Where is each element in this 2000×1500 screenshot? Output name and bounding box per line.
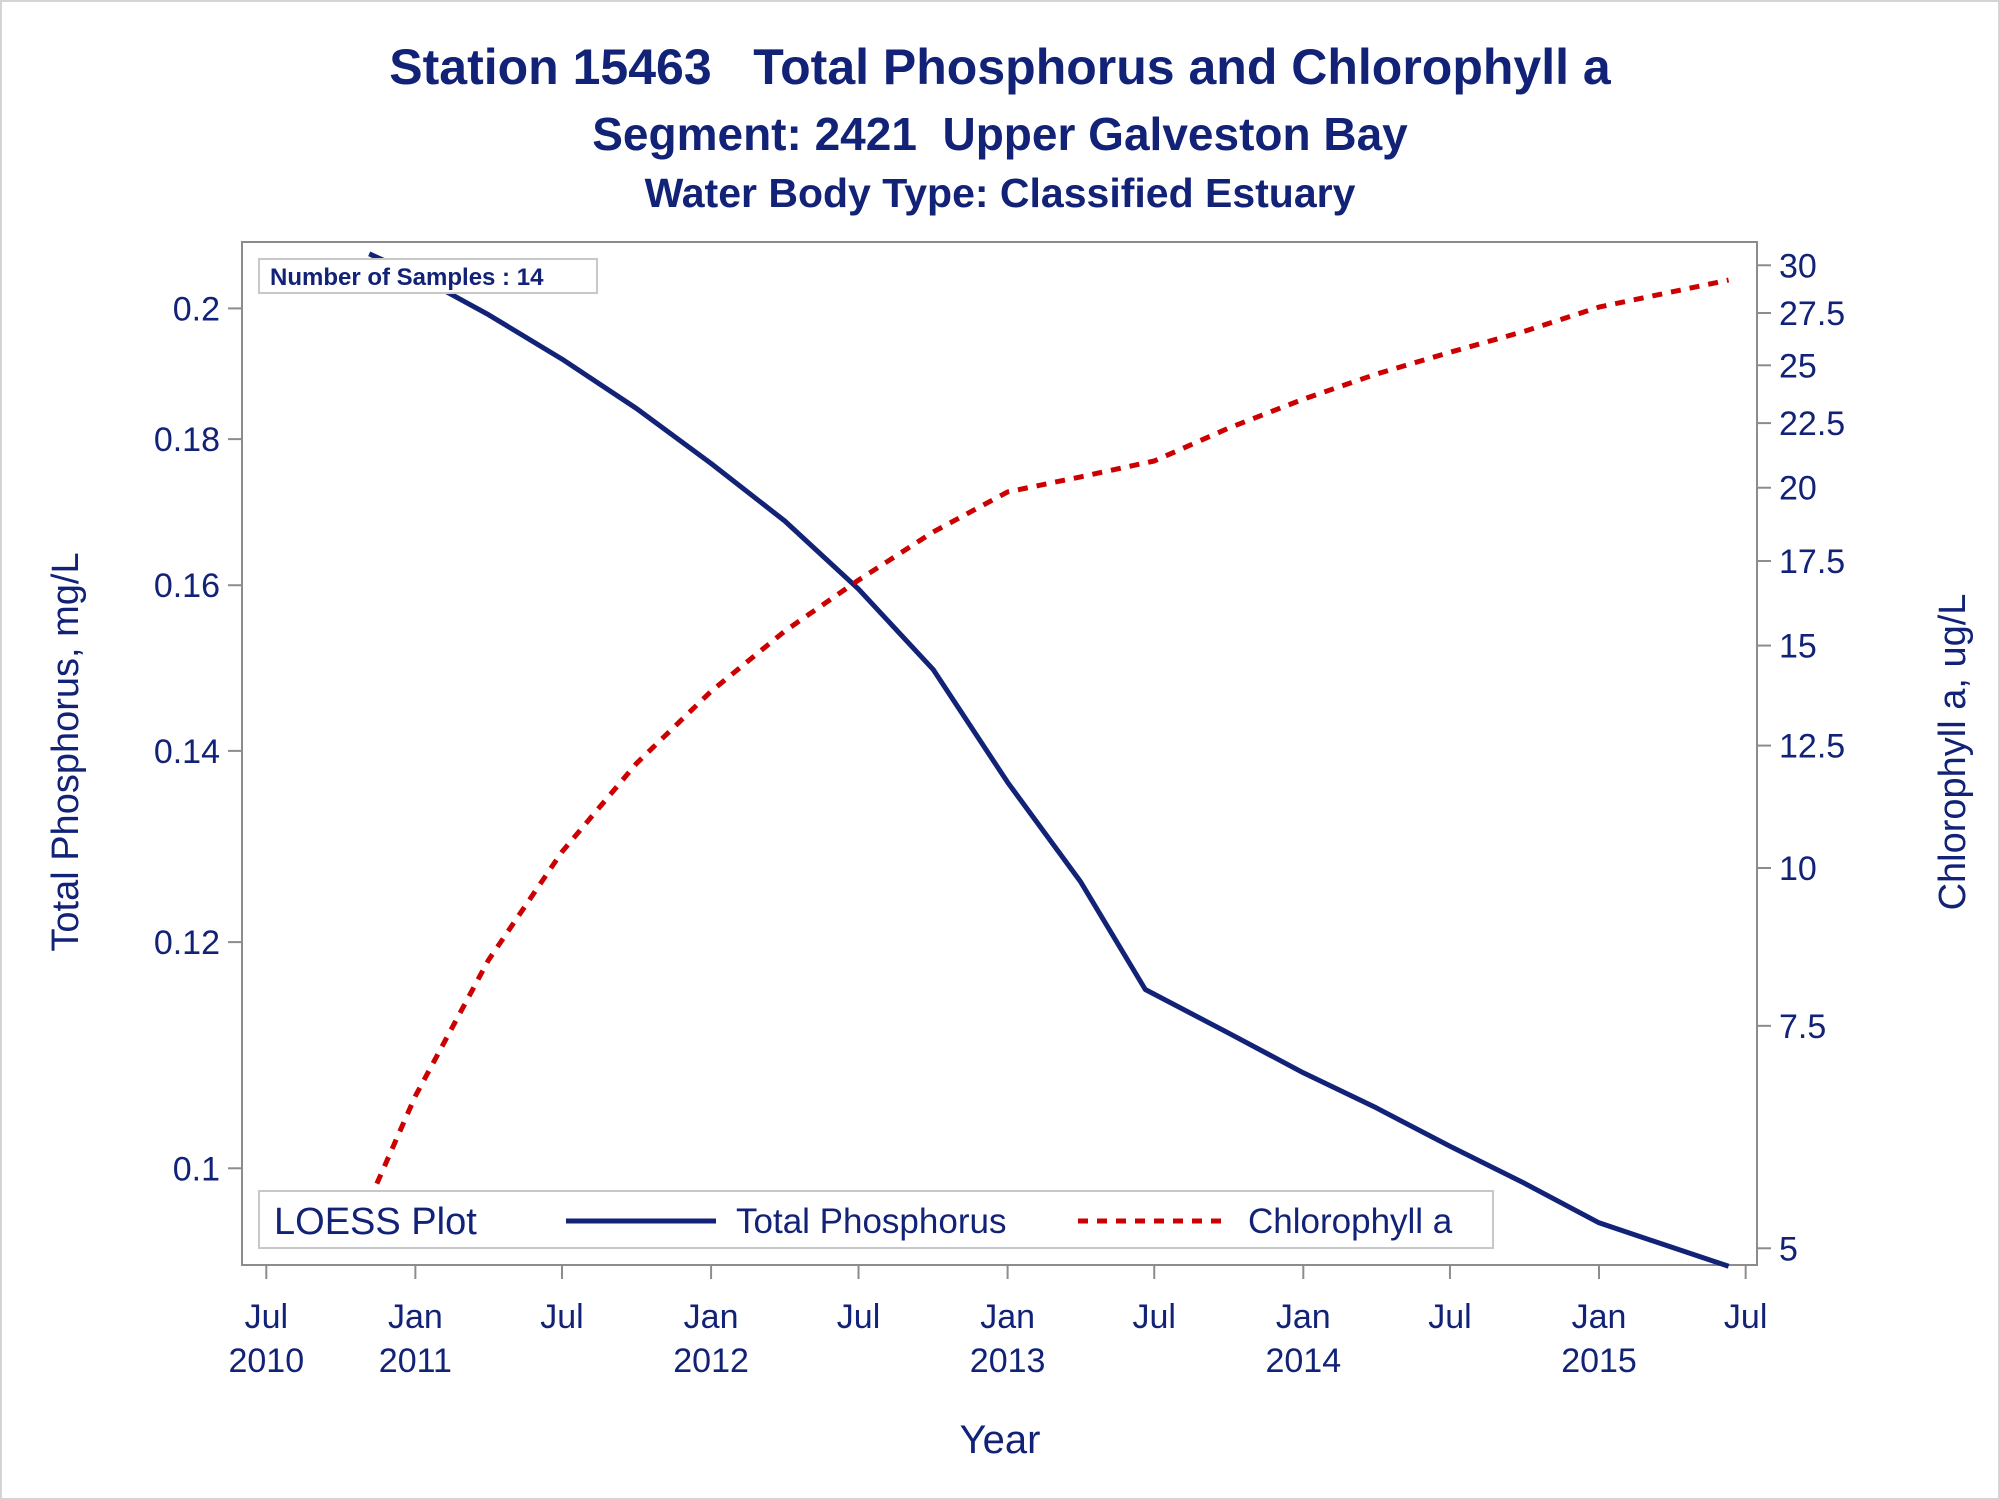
sample-count-label: Number of Samples : 14	[270, 264, 544, 291]
y-right-tick-label: 7.5	[1779, 1008, 1826, 1046]
y-right-tick-label: 30	[1779, 247, 1817, 285]
y-left-tick-label: 0.12	[154, 924, 220, 962]
x-tick-label: Jul	[540, 1298, 583, 1336]
x-tick-label: Jan	[684, 1298, 739, 1336]
y-left-tick-label: 0.1	[173, 1150, 220, 1188]
x-tick-label: Jul	[1724, 1298, 1767, 1336]
y-right-tick-label: 10	[1779, 850, 1817, 888]
x-tick-year-label: 2010	[228, 1342, 304, 1380]
legend-label-chlorophyll: Chlorophyll a	[1248, 1202, 1453, 1241]
y-left-tick-label: 0.14	[154, 733, 220, 771]
sample-count-box	[258, 258, 598, 294]
x-tick-year-label: 2011	[379, 1342, 452, 1380]
x-tick-label: Jul	[1133, 1298, 1176, 1336]
legend-box	[258, 1190, 1494, 1249]
x-tick-label: Jan	[388, 1298, 443, 1336]
axis-titles: Year Total Phosphorus, mg/L Chlorophyll …	[45, 552, 1974, 1462]
y-right-tick-label: 25	[1779, 347, 1817, 385]
y-right-tick-label: 22.5	[1779, 405, 1845, 443]
x-tick-label: Jan	[1276, 1298, 1331, 1336]
y-right-tick-label: 27.5	[1779, 295, 1845, 333]
x-axis-label: Year	[960, 1418, 1041, 1462]
chart-subtitle: Segment: 2421 Upper Galveston Bay	[592, 108, 1408, 160]
y-left-tick-label: 0.16	[154, 567, 220, 605]
legend: LOESS Plot Total Phosphorus Chlorophyll …	[258, 1190, 1494, 1249]
y-left-tick-label: 0.18	[154, 421, 220, 459]
y-right-tick-label: 5	[1779, 1230, 1798, 1268]
y-axis-label-left: Total Phosphorus, mg/L	[45, 552, 87, 951]
series-line-chlorophyll-a	[366, 277, 1730, 1203]
chart-subtitle-2: Water Body Type: Classified Estuary	[644, 170, 1356, 216]
legend-title: LOESS Plot	[274, 1201, 477, 1243]
x-tick-year-label: 2012	[673, 1342, 749, 1380]
x-tick-label: Jan	[980, 1298, 1035, 1336]
chart-title: Station 15463 Total Phosphorus and Chlor…	[389, 39, 1611, 95]
y-axis-label-right: Chlorophyll a, ug/L	[1932, 594, 1974, 911]
x-tick-label: Jul	[245, 1298, 288, 1336]
legend-label-total-phosphorus: Total Phosphorus	[736, 1202, 1006, 1241]
x-tick-label: Jul	[1428, 1298, 1471, 1336]
x-tick-year-label: 2015	[1561, 1342, 1637, 1380]
y-right-tick-label: 15	[1779, 628, 1817, 666]
x-tick-year-label: 2013	[970, 1342, 1046, 1380]
plot-area-border	[241, 241, 1758, 1266]
x-tick-year-label: 2014	[1265, 1342, 1341, 1380]
annotations: Number of Samples : 14	[258, 258, 598, 294]
y-right-tick-label: 17.5	[1779, 543, 1845, 581]
y-right-tick-label: 12.5	[1779, 728, 1845, 766]
y-left-tick-label: 0.2	[173, 290, 220, 328]
x-tick-label: Jan	[1572, 1298, 1627, 1336]
x-tick-label: Jul	[837, 1298, 880, 1336]
series-line-total-phosphorus	[368, 251, 1730, 1269]
series-layer	[366, 251, 1730, 1269]
y-right-tick-label: 20	[1779, 470, 1817, 508]
